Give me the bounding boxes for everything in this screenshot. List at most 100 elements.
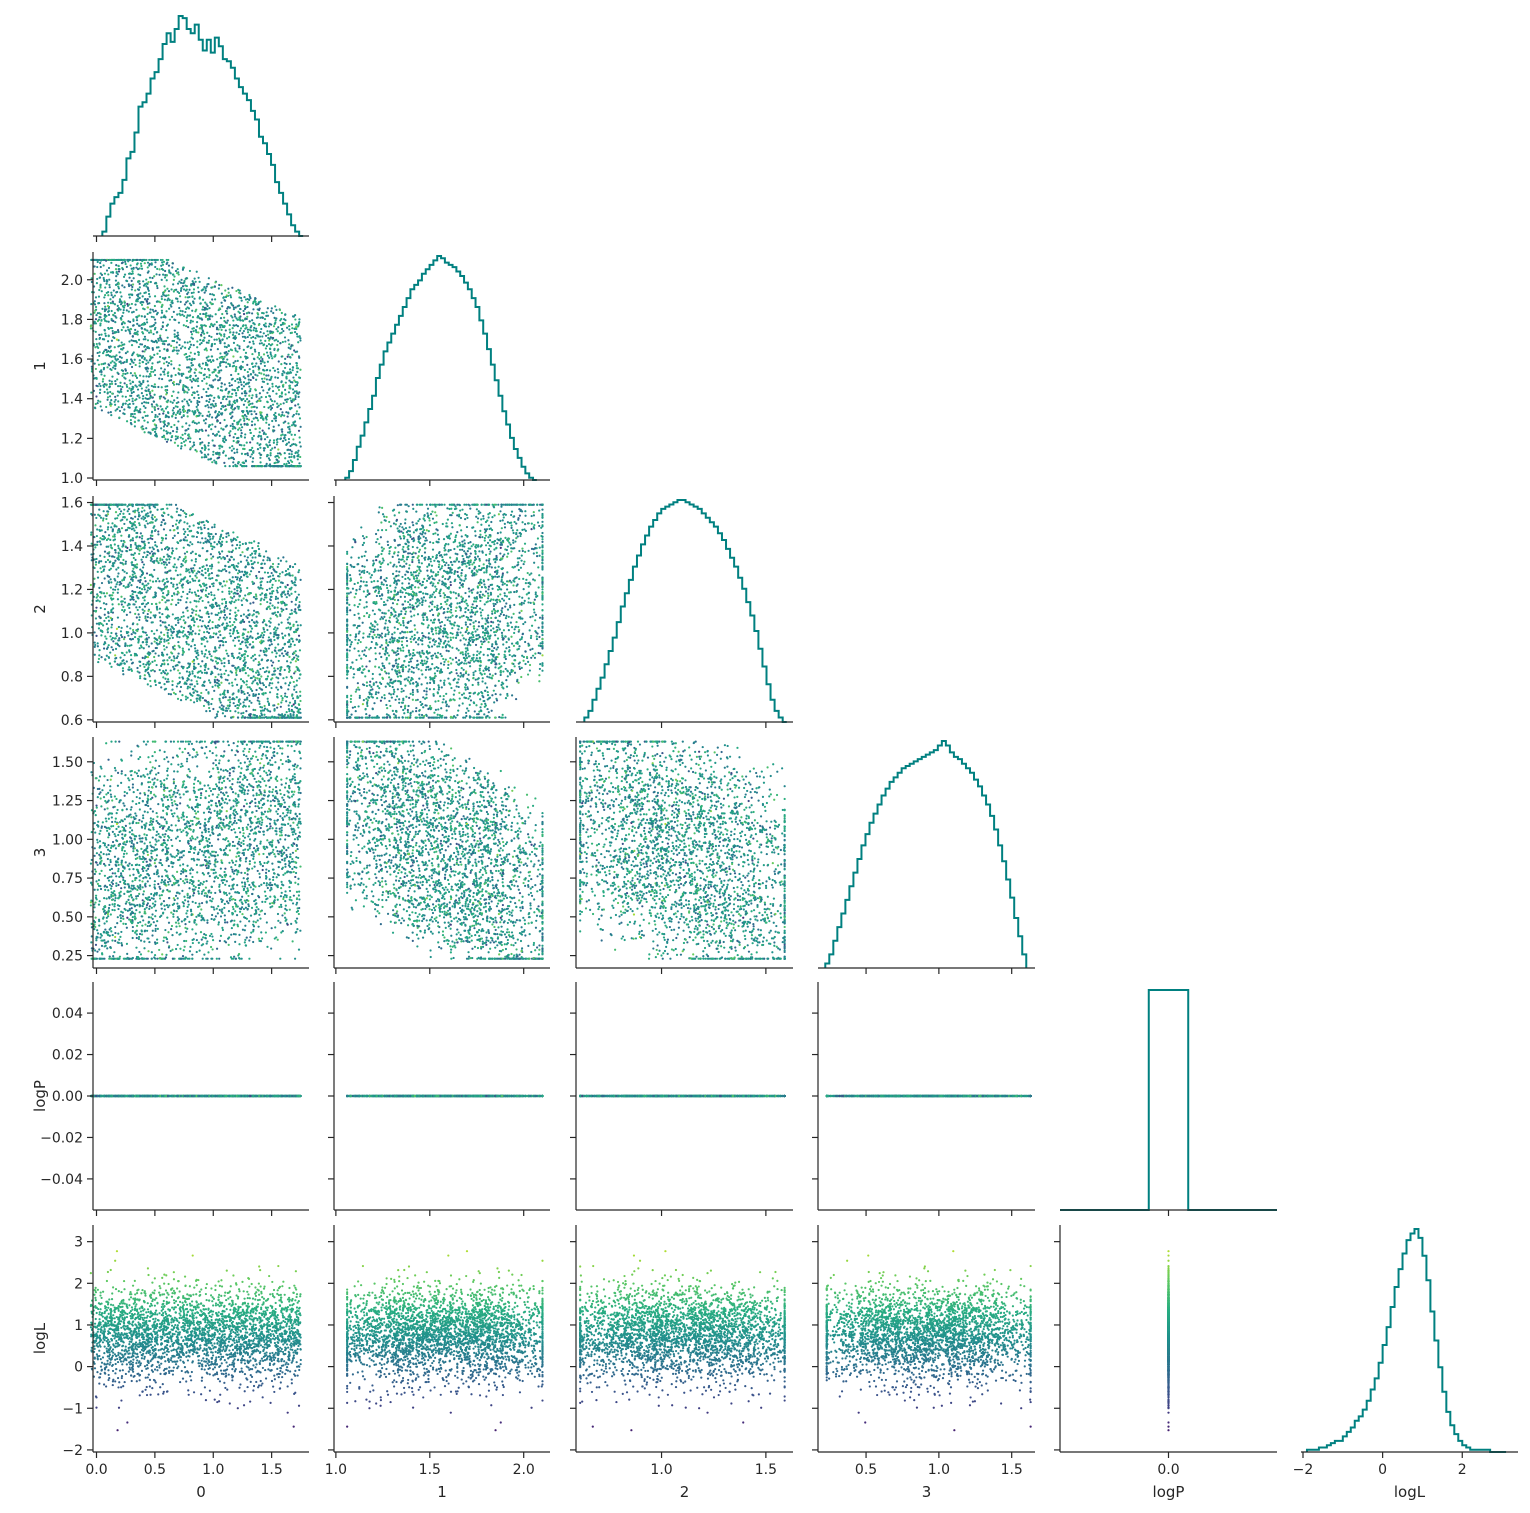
point	[294, 390, 296, 392]
point	[126, 266, 128, 268]
point	[236, 344, 238, 346]
point	[119, 385, 121, 387]
point	[123, 413, 125, 415]
point	[249, 297, 251, 299]
point	[103, 375, 105, 377]
point	[247, 336, 249, 338]
point	[292, 376, 294, 378]
point	[246, 316, 248, 318]
point	[150, 329, 152, 331]
point	[193, 344, 195, 346]
point	[228, 382, 230, 384]
point	[114, 380, 116, 382]
point	[274, 446, 276, 448]
point	[115, 279, 117, 281]
point	[228, 336, 230, 338]
point	[99, 286, 101, 288]
point	[218, 287, 220, 289]
point	[201, 367, 203, 369]
point	[112, 320, 114, 322]
point	[118, 417, 120, 419]
point	[244, 423, 246, 425]
point	[132, 374, 134, 376]
point	[270, 405, 272, 407]
point	[287, 356, 289, 358]
point	[210, 336, 212, 338]
point	[278, 360, 280, 362]
point	[274, 415, 276, 417]
point	[262, 369, 264, 371]
point	[175, 374, 177, 376]
point	[142, 295, 144, 297]
point	[106, 366, 108, 368]
point	[214, 323, 216, 325]
point	[232, 408, 234, 410]
point	[180, 447, 182, 449]
point	[161, 295, 163, 297]
point	[179, 338, 181, 340]
point	[236, 451, 238, 453]
point	[281, 414, 283, 416]
point	[205, 391, 207, 393]
point	[100, 272, 102, 274]
point	[265, 422, 267, 424]
point	[126, 400, 128, 402]
point	[212, 451, 214, 453]
point	[220, 284, 222, 286]
point	[277, 371, 279, 373]
point	[108, 380, 110, 382]
point	[139, 362, 141, 364]
point	[198, 364, 200, 366]
point	[294, 443, 296, 445]
point	[173, 384, 175, 386]
point	[159, 334, 161, 336]
point	[243, 340, 245, 342]
point	[245, 327, 247, 329]
point	[177, 300, 179, 302]
point	[163, 422, 165, 424]
point	[110, 292, 112, 294]
point	[112, 332, 114, 334]
point	[117, 265, 119, 267]
point	[184, 341, 186, 343]
point	[299, 339, 301, 341]
point	[130, 264, 132, 266]
point	[203, 388, 205, 390]
point	[118, 270, 120, 272]
point	[300, 426, 302, 428]
point	[147, 361, 149, 363]
point	[188, 348, 190, 350]
point	[268, 343, 270, 345]
point	[115, 383, 117, 385]
point	[199, 343, 201, 345]
point	[228, 457, 230, 459]
point	[267, 383, 269, 385]
point	[196, 271, 198, 273]
point	[208, 448, 210, 450]
point	[257, 303, 259, 305]
point	[130, 273, 132, 275]
point	[124, 382, 126, 384]
point	[255, 465, 257, 467]
point	[134, 374, 136, 376]
point	[232, 531, 234, 533]
point	[209, 538, 211, 540]
point	[209, 293, 211, 295]
point	[177, 617, 179, 619]
point	[145, 375, 147, 377]
point	[202, 324, 204, 326]
point	[270, 452, 272, 454]
point	[273, 442, 275, 444]
point	[90, 303, 92, 305]
point	[232, 334, 234, 336]
point	[294, 331, 296, 333]
point	[296, 381, 298, 383]
point	[217, 387, 219, 389]
point	[270, 449, 272, 451]
point	[142, 350, 144, 352]
point	[193, 444, 195, 446]
point	[110, 414, 112, 416]
point	[146, 330, 148, 332]
point	[123, 259, 125, 261]
point	[151, 405, 153, 407]
